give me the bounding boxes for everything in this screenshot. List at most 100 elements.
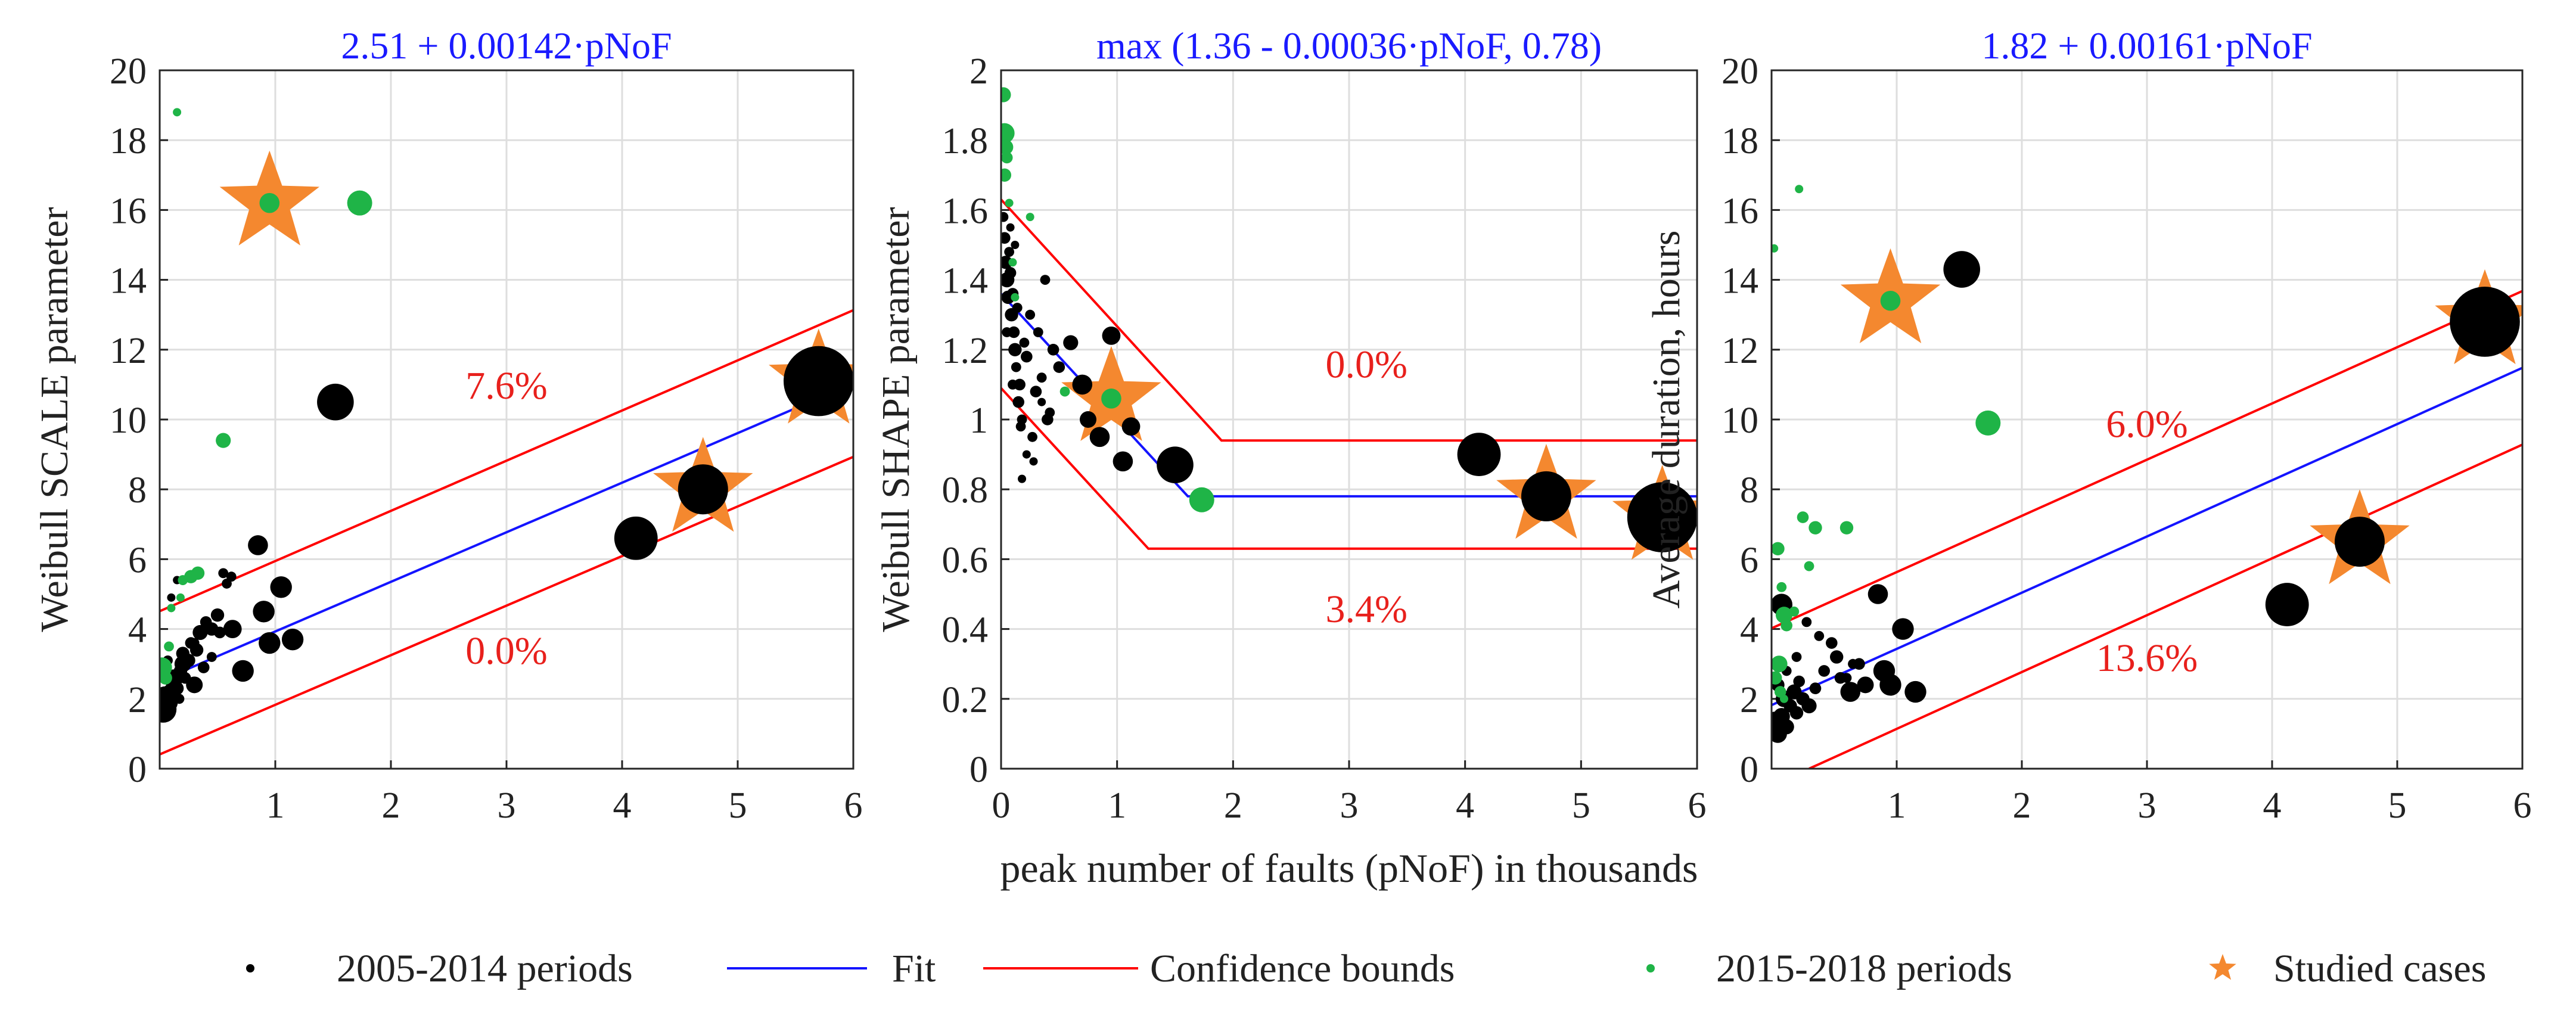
data-point-2005-2014 xyxy=(189,638,200,648)
y-tick-label: 20 xyxy=(110,51,147,92)
y-tick-label: 2 xyxy=(970,51,988,92)
legend: 2005-2014 periods Fit Confidence bounds 201… xyxy=(246,947,2486,990)
data-point-2015-2018 xyxy=(173,108,182,117)
confidence-bound-upper xyxy=(1772,290,2522,630)
x-tick-label: 3 xyxy=(1340,785,1359,826)
grid xyxy=(1772,70,2522,769)
data-point-2005-2014 xyxy=(1025,309,1036,320)
data-point-2005-2014 xyxy=(1008,380,1018,390)
y-tick-label: 0 xyxy=(128,750,147,790)
data-point-2015-2018 xyxy=(1776,607,1792,624)
data-point-2005-2014 xyxy=(1072,374,1093,395)
data-point-2005-2014 xyxy=(1018,474,1027,483)
data-point-2015-2018 xyxy=(1789,606,1800,617)
data-point-2015-2018 xyxy=(164,641,174,652)
x-tick-label: 1 xyxy=(266,785,285,826)
data-point-2005-2014 xyxy=(1008,343,1022,356)
legend-label: Confidence bounds xyxy=(1150,947,1455,990)
bound-percentage-label: 0.0% xyxy=(465,629,547,673)
data-point-2015-2018 xyxy=(1809,521,1822,535)
plot-content xyxy=(1772,185,2522,769)
data-point-2005-2014 xyxy=(1801,617,1812,627)
bound-percentage-label: 13.6% xyxy=(2096,636,2198,680)
data-point-2005-2014 xyxy=(1011,241,1020,249)
data-point-2005-2014 xyxy=(317,383,354,421)
data-point-2005-2014 xyxy=(1002,327,1012,337)
data-point-2005-2014 xyxy=(1045,407,1055,418)
y-tick-label: 1.6 xyxy=(942,191,989,231)
y-tick-label: 6 xyxy=(128,540,147,580)
data-point-2015-2018 xyxy=(1026,213,1034,222)
data-point-2005-2014 xyxy=(1011,362,1021,372)
bound-percentage-label: 7.6% xyxy=(465,364,547,408)
y-tick-label: 12 xyxy=(1722,331,1758,371)
x-tick-label: 6 xyxy=(1688,785,1707,826)
data-point-2015-2018 xyxy=(167,604,176,613)
data-point-2015-2018 xyxy=(1011,293,1020,302)
y-tick-label: 2 xyxy=(128,680,147,720)
data-point-2005-2014 xyxy=(1027,431,1037,442)
data-point-2005-2014 xyxy=(1857,676,1874,694)
data-point-2005-2014 xyxy=(1892,618,1914,640)
data-point-2005-2014 xyxy=(1830,650,1844,664)
data-point-2005-2014 xyxy=(174,694,185,704)
x-tick-label: 3 xyxy=(2138,785,2156,826)
data-point-2015-2018 xyxy=(1780,694,1788,703)
data-point-2015-2018 xyxy=(1001,87,1011,102)
y-tick-label: 20 xyxy=(1722,51,1758,92)
data-point-2015-2018 xyxy=(216,433,231,448)
data-point-2005-2014 xyxy=(1818,665,1830,677)
bound-percentage-label: 6.0% xyxy=(2106,402,2187,446)
data-point-2015-2018 xyxy=(1880,290,1901,311)
y-tick-label: 8 xyxy=(128,470,147,511)
data-point-2005-2014 xyxy=(1814,630,1825,641)
x-tick-label: 4 xyxy=(2263,785,2282,826)
data-point-2005-2014 xyxy=(1012,396,1024,408)
data-point-2005-2014 xyxy=(2450,287,2520,357)
data-point-2005-2014 xyxy=(1121,417,1141,436)
data-point-2005-2014 xyxy=(1001,212,1009,222)
data-point-2005-2014 xyxy=(1022,450,1031,459)
x-tick-label: 3 xyxy=(498,785,516,826)
y-tick-label: 1.4 xyxy=(942,261,989,302)
data-point-2015-2018 xyxy=(1772,671,1782,685)
data-point-2005-2014 xyxy=(1826,637,1838,649)
data-point-2005-2014 xyxy=(678,464,728,515)
x-tick-label: 5 xyxy=(729,785,747,826)
legend-item: Studied cases xyxy=(2209,947,2486,990)
data-point-2015-2018 xyxy=(160,671,172,685)
y-tick-label: 16 xyxy=(1722,191,1758,231)
data-point-2005-2014 xyxy=(197,661,210,673)
data-point-2015-2018 xyxy=(1797,511,1809,523)
y-tick-label: 4 xyxy=(128,610,147,651)
data-point-2005-2014 xyxy=(253,601,275,623)
x-tick-label: 2 xyxy=(382,785,400,826)
y-axis-label: Average duration, hours xyxy=(1645,231,1688,609)
y-tick-label: 14 xyxy=(110,261,147,302)
data-point-2005-2014 xyxy=(1006,223,1015,232)
data-point-2015-2018 xyxy=(1804,561,1814,571)
legend-item: Confidence bounds xyxy=(983,947,1455,990)
axes-frame xyxy=(1770,69,2524,770)
data-point-2005-2014 xyxy=(1853,658,1865,670)
confidence-bound-upper xyxy=(160,309,853,613)
data-point-2005-2014 xyxy=(176,647,189,660)
chart-title: 2.51 + 0.00142·pNoF xyxy=(341,24,672,67)
x-tick-label: 1 xyxy=(1888,785,1906,826)
data-point-2005-2014 xyxy=(1867,584,1888,604)
x-tick-label: 2 xyxy=(2013,785,2031,826)
data-point-2005-2014 xyxy=(1943,251,1980,288)
confidence-bound-upper xyxy=(1001,198,1697,442)
y-axis-label: Weibull SHAPE parameter xyxy=(874,207,918,632)
y-tick-label: 8 xyxy=(1740,470,1758,511)
data-point-2005-2014 xyxy=(1789,706,1804,720)
data-point-2005-2014 xyxy=(1080,411,1096,428)
legend-label: Fit xyxy=(892,947,936,990)
data-point-2005-2014 xyxy=(248,535,268,555)
data-point-2005-2014 xyxy=(1012,303,1023,313)
data-point-2005-2014 xyxy=(1904,680,1926,703)
data-point-2005-2014 xyxy=(1809,682,1822,695)
data-point-2015-2018 xyxy=(1001,139,1014,155)
data-point-2005-2014 xyxy=(1033,327,1043,337)
